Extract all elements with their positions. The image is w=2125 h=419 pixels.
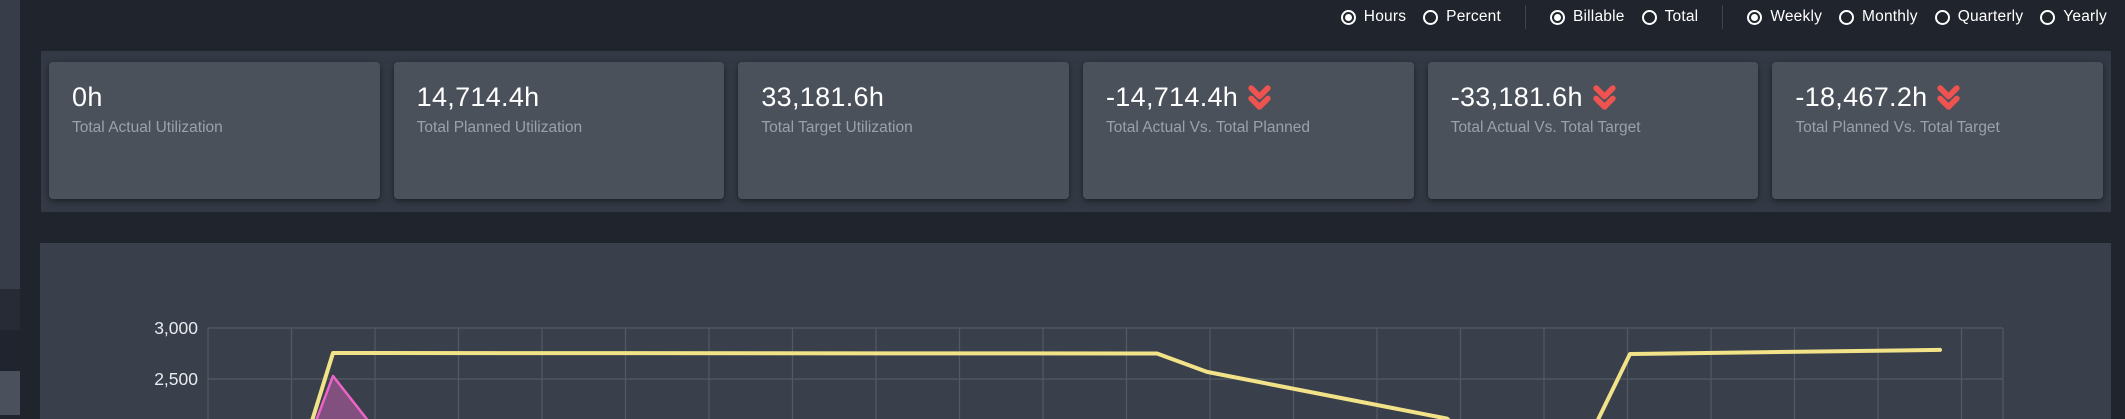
stat-card: 33,181.6h Total Target Utilization <box>738 62 1070 199</box>
radio-group-metric: Hours Percent <box>1340 8 1501 26</box>
utilization-line-chart: 3,000 2,500 <box>154 318 2004 419</box>
radio-label: Yearly <box>2063 8 2107 25</box>
filter-toolbar: Hours Percent Billable Total Weekly Monthly Qu… <box>0 0 2125 34</box>
sidebar-edge-segment <box>0 371 20 415</box>
radio-percent[interactable]: Percent <box>1423 8 1501 26</box>
radio-quarterly[interactable]: Quarterly <box>1934 8 2024 26</box>
radio-circle-icon[interactable] <box>1934 9 1950 25</box>
stat-value: 14,714.4h <box>416 82 540 112</box>
sidebar-edge-segment <box>0 415 20 419</box>
stat-value-row: 33,181.6h <box>761 82 1059 112</box>
stat-label: Total Planned Vs. Total Target <box>1795 119 2000 136</box>
radio-circle-icon[interactable] <box>1423 9 1439 25</box>
radio-label: Percent <box>1446 8 1501 25</box>
radio-label: Billable <box>1572 8 1625 25</box>
radio-selected-dot <box>1344 13 1352 21</box>
radio-total[interactable]: Total <box>1641 8 1699 26</box>
stat-label: Total Actual Vs. Total Target <box>1450 119 1641 136</box>
radio-yearly[interactable]: Yearly <box>2040 8 2107 26</box>
sidebar-edge-segment <box>0 0 20 289</box>
radio-weekly[interactable]: Weekly <box>1747 8 1822 26</box>
stat-value-row: -14,714.4h <box>1106 82 1404 112</box>
radio-label: Monthly <box>1862 8 1918 25</box>
radio-label: Weekly <box>1770 8 1823 25</box>
stat-card: -33,181.6h Total Actual Vs. Total Target <box>1427 62 1759 199</box>
radio-circle-icon[interactable] <box>1747 9 1763 25</box>
radio-selected-dot <box>1751 13 1759 21</box>
stat-label: Total Planned Utilization <box>416 119 583 136</box>
sidebar-edge-segment <box>0 330 20 371</box>
radio-monthly[interactable]: Monthly <box>1839 8 1918 26</box>
sidebar-edge-sliver <box>0 0 20 419</box>
radio-circle-icon[interactable] <box>2040 9 2056 25</box>
stat-value: -18,467.2h <box>1795 82 1928 112</box>
double-chevron-down-icon <box>1593 84 1616 110</box>
stat-label: Total Actual Vs. Total Planned <box>1106 119 1310 136</box>
radio-billable[interactable]: Billable <box>1549 8 1625 26</box>
radio-group-period: Weekly Monthly Quarterly Yearly <box>1747 8 2107 26</box>
y-axis-tick-label: 3,000 <box>154 318 198 338</box>
radio-hours[interactable]: Hours <box>1340 8 1407 26</box>
y-axis-tick-label: 2,500 <box>154 369 198 389</box>
radio-label: Hours <box>1363 8 1407 25</box>
stat-value: 0h <box>72 82 103 112</box>
stat-value-row: 0h <box>72 82 370 112</box>
summary-cards-row: 0h Total Actual Utilization 14,714.4h Total… <box>41 51 2111 212</box>
stat-label: Total Target Utilization <box>761 119 913 136</box>
double-chevron-down-icon <box>1937 84 1961 110</box>
stat-card: -14,714.4h Total Actual Vs. Total Planned <box>1083 62 1414 199</box>
stat-value-row: 14,714.4h <box>417 82 715 112</box>
stat-value-row: -33,181.6h <box>1451 82 1749 112</box>
planned-area <box>315 374 369 419</box>
radio-group-billing: Billable Total <box>1549 8 1699 26</box>
stat-value: -33,181.6h <box>1450 82 1583 112</box>
sidebar-edge-segment <box>0 289 20 330</box>
radio-label: Total <box>1664 8 1699 25</box>
radio-selected-dot <box>1553 13 1561 21</box>
radio-circle-icon[interactable] <box>1839 9 1855 25</box>
utilization-chart-panel: 3,000 2,500 <box>40 243 2111 419</box>
toolbar-separator <box>1524 5 1526 29</box>
stat-label: Total Actual Utilization <box>72 119 223 136</box>
toolbar-separator <box>1722 5 1724 29</box>
radio-label: Quarterly <box>1957 8 2024 25</box>
stat-card: -18,467.2h Total Planned Vs. Total Target <box>1772 62 2104 199</box>
stat-value: 33,181.6h <box>761 82 885 112</box>
radio-circle-icon[interactable] <box>1641 9 1657 25</box>
double-chevron-down-icon <box>1248 84 1271 110</box>
stat-value: -14,714.4h <box>1106 82 1239 112</box>
radio-circle-icon[interactable] <box>1549 9 1565 25</box>
stat-card: 0h Total Actual Utilization <box>49 62 380 199</box>
stat-card: 14,714.4h Total Planned Utilization <box>393 62 725 199</box>
radio-circle-icon[interactable] <box>1340 9 1356 25</box>
stat-value-row: -18,467.2h <box>1795 82 2093 112</box>
target-line <box>310 347 1942 419</box>
